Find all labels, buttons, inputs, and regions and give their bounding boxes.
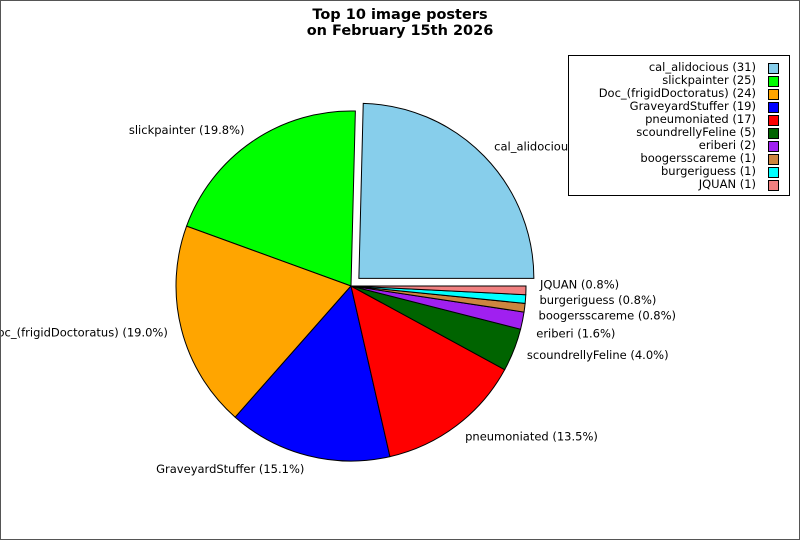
slice-label-graveyardstuffer: GraveyardStuffer (15.1%) [156,462,304,476]
legend-item: cal_alidocious (31) [569,60,789,74]
slice-label-slickpainter: slickpainter (19.8%) [129,123,245,137]
slice-label-boogersscareme: boogersscareme (0.8%) [539,309,677,323]
legend-swatch [768,115,779,126]
slice-label-burgeriguess: burgeriguess (0.8%) [539,293,656,307]
legend-label: Doc_(frigidDoctoratus) (24) [598,86,756,100]
legend: cal_alidocious (31) slickpainter (25) Doc_… [568,55,790,196]
legend-label: slickpainter (25) [662,73,756,87]
slice-label-pneumoniated: pneumoniated (13.5%) [465,430,598,444]
legend-item: slickpainter (25) [569,73,789,87]
legend-swatch [768,63,779,74]
legend-label: GraveyardStuffer (19) [629,99,756,113]
legend-label: pneumoniated (17) [645,112,756,126]
legend-item: JQUAN (1) [569,177,789,191]
legend-swatch [768,128,779,139]
legend-label: scoundrellyFeline (5) [636,125,756,139]
slice-label-eriberi: eriberi (1.6%) [536,326,615,340]
legend-label: cal_alidocious (31) [648,60,756,74]
legend-item: Doc_(frigidDoctoratus) (24) [569,86,789,100]
legend-item: burgeriguess (1) [569,164,789,178]
pie-slice-graveyardstuffer [234,284,391,462]
legend-item: eriberi (2) [569,138,789,152]
legend-swatch [768,102,779,113]
legend-item: pneumoniated (17) [569,112,789,126]
slice-label-doc-frigiddoctoratus: Doc_(frigidDoctoratus) (19.0%) [1,326,168,340]
slice-label-scoundrellyfeline: scoundrellyFeline (4.0%) [527,348,669,362]
chart-title-line-2: on February 15th 2026 [306,23,494,39]
legend-swatch [768,167,779,178]
pie-slice-slickpainter [185,110,356,287]
slice-label-jquan: JQUAN (0.8%) [539,278,619,292]
chart-title-line-1: Top 10 image posters [312,7,488,23]
pie-slice-cal-alidocious [358,102,535,279]
legend-label: JQUAN (1) [698,177,756,191]
chart-title: Top 10 image posters on February 15th 20… [1,7,799,39]
legend-item: scoundrellyFeline (5) [569,125,789,139]
legend-swatch [768,89,779,100]
pie-slice-pneumoniated [350,285,506,458]
legend-swatch [768,141,779,152]
legend-item: boogersscareme (1) [569,151,789,165]
legend-label: burgeriguess (1) [660,164,756,178]
legend-swatch [768,76,779,87]
legend-swatch [768,180,779,191]
legend-label: boogersscareme (1) [640,151,756,165]
pie-slice-jquan [350,285,527,296]
pie-slice-doc-frigiddoctoratus [175,225,352,418]
legend-item: GraveyardStuffer (19) [569,99,789,113]
legend-label: eriberi (2) [698,138,756,152]
legend-swatch [768,154,779,165]
